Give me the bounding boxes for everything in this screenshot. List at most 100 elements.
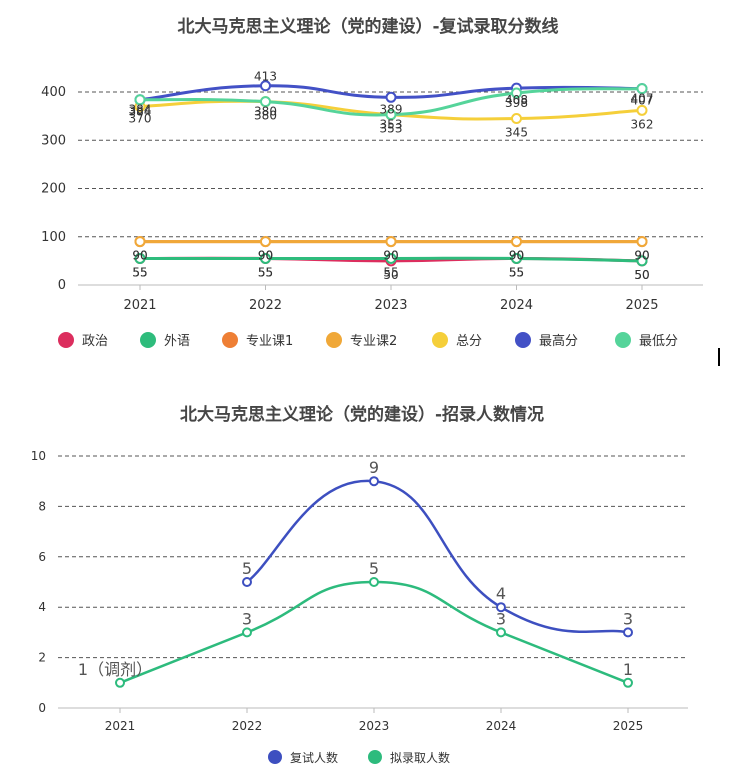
series-line-0: [246, 479, 629, 634]
legend-label[interactable]: 最高分: [539, 333, 578, 349]
data-label: 90: [258, 249, 273, 263]
data-label: 55: [258, 265, 273, 279]
chart-2-grid: [58, 455, 688, 659]
data-label: 55: [132, 265, 147, 279]
x-tick-label: 2021: [105, 719, 136, 733]
chart-2-y-axis: 0 2 4 6 8 10: [31, 449, 46, 715]
x-tick-label: 2024: [486, 719, 517, 733]
chart-1: 北大马克思主义理论（党的建设）-复试录取分数线 0 100 200 300 400 20…: [41, 16, 703, 349]
legend-label[interactable]: 外语: [164, 334, 190, 349]
chart-2-series: [115, 476, 633, 688]
data-label: 353: [380, 118, 403, 132]
y-tick-label: 10: [31, 449, 46, 463]
chart-1-x-axis: 2021 2022 2023 2024 2025: [78, 284, 703, 313]
data-point: [511, 252, 522, 264]
data-label: 3: [496, 609, 506, 628]
chart-2-data-labels: 5 9 4 3 1（调剂） 3 5 3 1: [78, 458, 633, 679]
data-point: [636, 104, 648, 116]
data-point: [636, 236, 648, 248]
series-line-1: [119, 580, 629, 684]
legend-label[interactable]: 总分: [456, 334, 482, 349]
data-label: 55: [132, 265, 147, 279]
data-label: 380: [254, 105, 277, 119]
legend-label[interactable]: 最低分: [639, 334, 678, 349]
data-point: [385, 252, 397, 264]
x-tick-label: 2025: [613, 719, 644, 733]
data-point: [242, 627, 252, 638]
legend-marker: [615, 332, 631, 348]
data-point: [636, 255, 648, 267]
data-label: 55: [509, 265, 524, 279]
data-point: [511, 113, 522, 125]
data-label: 90: [132, 249, 147, 263]
data-label: 362: [631, 117, 654, 131]
text-cursor: [718, 348, 720, 366]
data-label: 90: [132, 249, 147, 263]
data-point: [511, 87, 522, 99]
data-label: 50: [383, 268, 398, 282]
legend-marker: [268, 750, 282, 764]
data-label: 370: [129, 111, 152, 125]
y-tick-label: 300: [41, 133, 66, 148]
data-label: 5: [369, 559, 379, 578]
data-point: [511, 236, 522, 248]
data-point: [260, 252, 271, 264]
legend-marker: [368, 750, 382, 764]
data-point: [385, 109, 397, 121]
data-point: [636, 83, 648, 95]
data-point: [623, 677, 633, 688]
x-tick-label: 2022: [249, 298, 282, 313]
legend-marker: [432, 332, 448, 348]
data-point: [260, 236, 271, 248]
y-tick-label: 0: [38, 701, 46, 715]
chart-1-y-axis: 0 100 200 300 400: [41, 85, 66, 293]
legend-label[interactable]: 拟录取人数: [390, 750, 450, 765]
y-tick-label: 0: [58, 278, 66, 293]
data-point: [385, 236, 397, 248]
data-point: [260, 96, 271, 108]
data-label: 55: [509, 265, 524, 279]
chart-1-legend: 政治 外语 专业课1 专业课2 总分 最高分 最低分: [58, 332, 678, 349]
data-point: [115, 677, 125, 688]
legend-label[interactable]: 专业课1: [246, 334, 293, 349]
data-label: 407: [631, 92, 654, 106]
legend-label[interactable]: 政治: [82, 334, 108, 349]
x-tick-label: 2023: [374, 298, 407, 313]
data-point: [260, 80, 271, 92]
y-tick-label: 8: [38, 499, 46, 513]
data-point: [496, 602, 506, 613]
data-label: 353: [380, 122, 403, 136]
x-tick-label: 2024: [500, 298, 533, 313]
data-label: 4: [496, 584, 506, 603]
data-label: 55: [383, 265, 398, 279]
data-point: [496, 627, 506, 638]
data-point: [134, 252, 146, 264]
legend-label[interactable]: 复试人数: [290, 750, 338, 765]
legend-marker: [222, 332, 238, 348]
chart-2-legend: 复试人数 拟录取人数: [268, 750, 450, 765]
legend-marker: [326, 332, 342, 348]
chart-1-grid: [78, 91, 703, 238]
data-point: [242, 577, 252, 587]
data-label: 384: [129, 105, 152, 119]
data-label: 389: [380, 102, 403, 116]
x-tick-label: 2022: [232, 719, 263, 733]
y-tick-label: 6: [38, 550, 46, 564]
data-point: [623, 627, 633, 638]
legend-label[interactable]: 专业课2: [350, 334, 397, 349]
data-label: 50: [634, 268, 649, 282]
x-tick-label: 2025: [625, 298, 658, 313]
data-label: 398: [505, 96, 528, 110]
data-point: [369, 577, 379, 587]
data-label: 90: [509, 249, 524, 263]
data-label: 90: [383, 249, 398, 263]
data-label: 90: [634, 249, 649, 263]
data-label: 90: [258, 249, 273, 263]
data-label: 384: [129, 103, 152, 117]
chart-2-x-axis: 2021 2022 2023 2024 2025: [58, 707, 688, 733]
data-label: 1: [623, 660, 633, 679]
data-label: 1（调剂）: [78, 660, 152, 679]
data-label: 380: [254, 109, 277, 123]
